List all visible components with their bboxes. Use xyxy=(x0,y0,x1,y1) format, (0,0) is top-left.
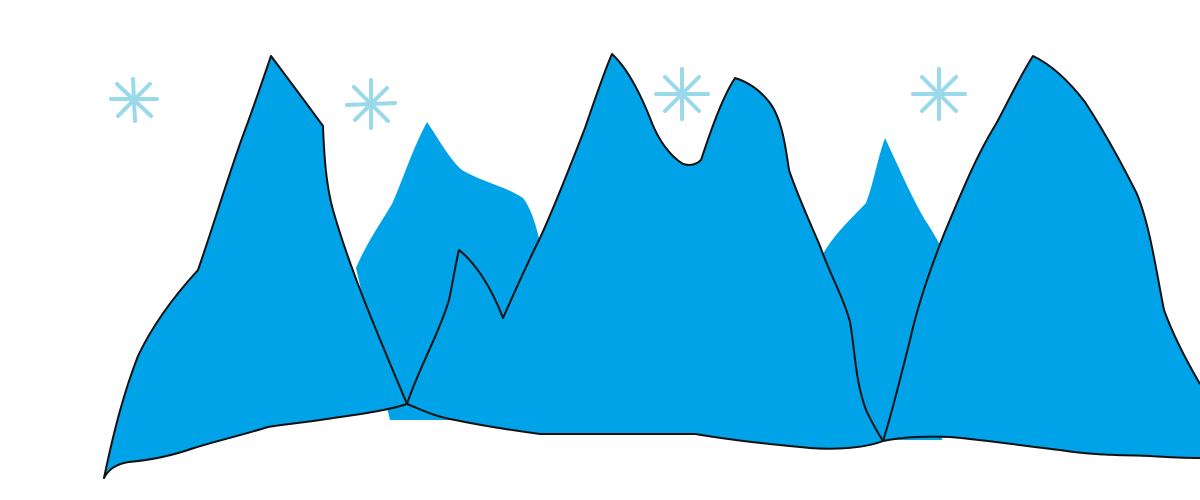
snowflake-icon xyxy=(911,67,967,121)
mountain-center xyxy=(407,54,883,449)
mountain-left xyxy=(104,56,407,478)
outline-ground xyxy=(103,403,1200,479)
outline-left-mountain xyxy=(103,55,408,479)
outline-right-mountain xyxy=(882,55,1200,442)
snowflake-icon xyxy=(109,77,159,123)
snowflake-icon xyxy=(345,78,397,130)
outline-center-mountain xyxy=(406,53,884,442)
snowflake-icon xyxy=(654,67,710,121)
mountain-right xyxy=(883,56,1200,458)
